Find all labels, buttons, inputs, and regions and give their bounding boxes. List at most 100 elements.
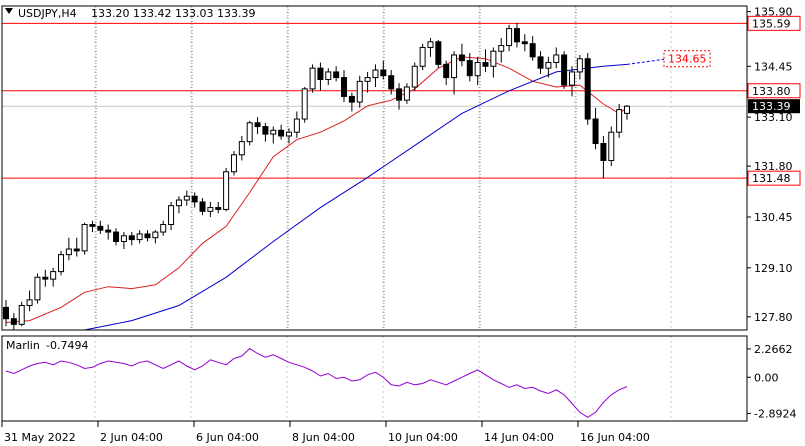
candle-body-down <box>3 306 9 320</box>
indicator-plot-frame <box>1 335 748 422</box>
candle <box>58 250 65 276</box>
candle-body-down <box>443 63 450 79</box>
candle-body-up <box>608 131 615 161</box>
candle-body-down <box>333 71 340 79</box>
candle <box>152 230 159 244</box>
candle-body-up <box>364 77 371 82</box>
candle-body-up <box>427 41 434 48</box>
candle-body-down <box>466 60 473 77</box>
candle <box>341 70 348 103</box>
candle-body-down <box>278 129 285 137</box>
axes: 31 May 2022 2 Jun 04:00 6 Jun 04:00 8 Jun 0… <box>1 5 796 444</box>
candle <box>474 56 481 86</box>
candle <box>506 24 513 52</box>
candle <box>529 36 536 61</box>
candle-body-down <box>42 276 49 280</box>
candle <box>553 47 560 69</box>
current-price-text: 133.39 <box>752 100 791 113</box>
candle-body-down <box>537 56 544 69</box>
candle <box>458 43 465 67</box>
level-label-text: 133.80 <box>752 85 791 98</box>
projection-box <box>663 50 711 68</box>
candle-body-up <box>301 88 308 120</box>
candle-body-up <box>293 118 300 133</box>
candle-body-up <box>451 54 458 79</box>
candle-body-down <box>592 118 599 145</box>
candle <box>50 267 57 287</box>
candle-body-up <box>576 58 583 73</box>
level-label-135.59: 135.59 <box>747 15 801 31</box>
candle <box>545 56 552 78</box>
candle <box>396 83 403 110</box>
candle-body-up <box>270 129 277 135</box>
candle <box>246 120 253 146</box>
candle-body-down <box>341 77 348 97</box>
candle-body-down <box>89 224 96 227</box>
candle <box>435 39 442 69</box>
candle <box>561 51 568 89</box>
chart-header: USDJPY,H4 133.20 133.42 133.03 133.39 <box>5 7 255 20</box>
indicator-axis-label: 2.2662 <box>754 343 793 356</box>
candle <box>223 168 230 212</box>
candle <box>364 71 371 93</box>
candle-body-up <box>175 199 182 207</box>
candle-body-down <box>105 229 112 233</box>
price-axis-label: 134.45 <box>754 60 793 73</box>
candle-body-up <box>26 299 33 307</box>
candle <box>270 126 277 144</box>
candle-body-down <box>97 225 104 231</box>
candle <box>73 237 80 257</box>
candle <box>89 220 96 233</box>
candle-body-down <box>435 41 442 65</box>
candle <box>427 38 434 57</box>
candle <box>26 290 33 312</box>
dropdown-triangle-icon[interactable] <box>5 8 13 14</box>
candle <box>608 126 615 167</box>
candle-body-up <box>285 131 292 137</box>
candle-body-up <box>419 46 426 67</box>
candle-body-up <box>498 45 505 52</box>
candle-body-up <box>230 154 237 173</box>
candle-body-down <box>482 62 489 67</box>
candle-body-up <box>545 62 552 69</box>
ma-fast-line <box>5 56 628 323</box>
candle <box>120 232 127 249</box>
horizontal-levels[interactable]: 135.59 133.80 131.48 133.39 <box>2 15 801 186</box>
candle-body-up <box>34 276 41 301</box>
time-axis-label: 2 Jun 04:00 <box>100 431 163 444</box>
candle <box>576 54 583 80</box>
level-label-131.48: 131.48 <box>747 170 801 186</box>
candle-body-down <box>254 122 261 128</box>
price-axis-label: 129.10 <box>754 262 793 275</box>
candle <box>199 198 206 216</box>
candle-body-down <box>396 88 403 101</box>
candle-body-down <box>262 126 269 135</box>
candle-body-down <box>513 28 520 43</box>
grid-layer <box>94 6 672 421</box>
candle-body-down <box>191 195 198 203</box>
candle <box>380 60 387 80</box>
candle <box>230 151 237 176</box>
candle <box>285 128 292 144</box>
indicator-axis-label: -2.8924 <box>754 407 796 420</box>
candle-body-up <box>65 248 72 256</box>
candle <box>301 87 308 123</box>
candle <box>3 299 9 327</box>
candle-body-up <box>120 235 127 242</box>
time-axis-label: 8 Jun 04:00 <box>292 431 355 444</box>
candle <box>293 111 300 138</box>
candle <box>238 135 245 161</box>
candle <box>317 62 324 91</box>
level-label-box <box>747 15 801 31</box>
candle <box>372 64 379 87</box>
candle <box>411 62 418 91</box>
candle-body-down <box>388 75 395 90</box>
level-label-box <box>747 83 801 99</box>
candle-body-up <box>624 105 630 114</box>
time-axis-label: 14 Jun 04:00 <box>484 431 554 444</box>
candle <box>419 43 426 71</box>
candle <box>348 92 355 112</box>
candle <box>278 124 285 140</box>
